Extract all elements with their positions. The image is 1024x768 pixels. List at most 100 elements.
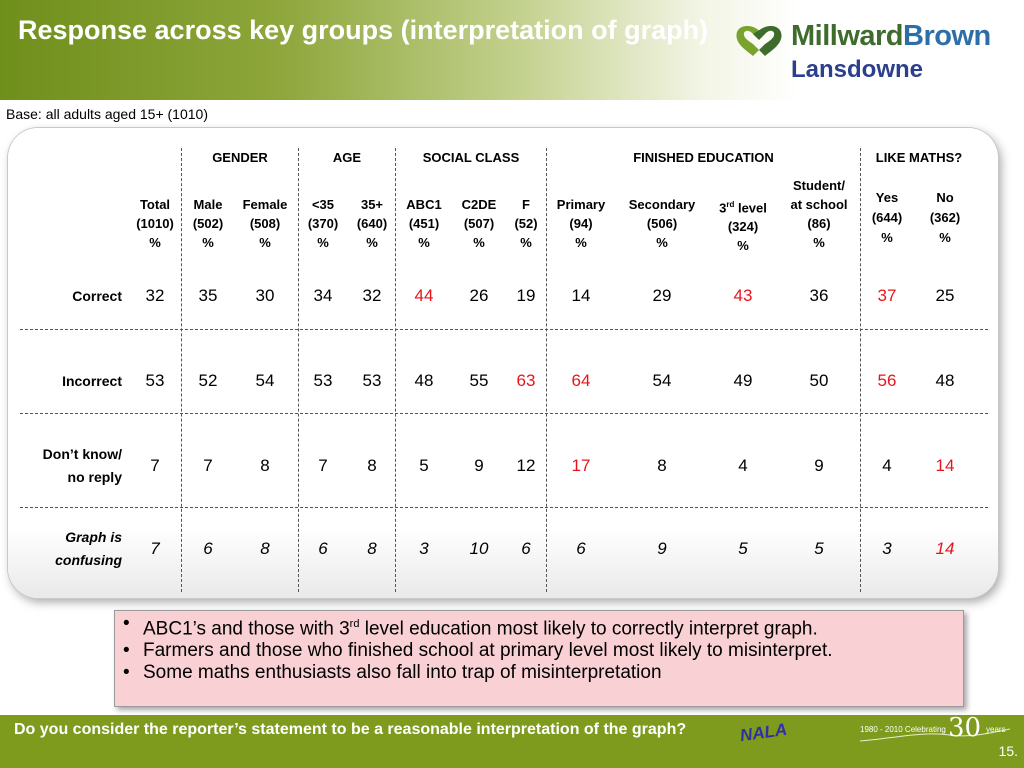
nala-logo: NALA — [738, 719, 789, 746]
table-cell: 30 — [255, 286, 275, 305]
group-header-social-class: SOCIAL CLASS — [422, 150, 520, 165]
table-cell: 48 — [935, 371, 955, 390]
column-header-3rd-level: 3rd level (324)% — [719, 200, 767, 254]
divider-education — [860, 148, 861, 592]
table-cell: 19 — [516, 286, 536, 305]
group-header-like-maths: LIKE MATHS? — [875, 150, 963, 165]
table-cell: 32 — [362, 286, 382, 305]
key-findings-callout: • ABC1’s and those with 3rd level educati… — [114, 610, 964, 707]
results-table-panel — [8, 128, 998, 598]
table-cell: 6 — [521, 539, 531, 558]
table-cell: 56 — [877, 371, 897, 390]
column-header-primary: Primary (94)% — [556, 197, 606, 250]
row-divider-3 — [20, 507, 988, 508]
table-cell: 29 — [652, 286, 672, 305]
group-header-age: AGE — [332, 150, 362, 165]
table-cell: 9 — [814, 456, 824, 475]
row-divider-1 — [20, 329, 988, 330]
table-cell: 3 — [419, 539, 429, 558]
table-cell: 34 — [313, 286, 333, 305]
table-cell: 44 — [414, 286, 434, 305]
table-cell: 7 — [150, 456, 160, 475]
slide-title: Response across key groups (interpretati… — [18, 15, 709, 45]
table-cell: 3 — [882, 539, 892, 558]
header-gradient-bar — [0, 0, 800, 100]
table-cell: 8 — [657, 456, 667, 475]
group-header-education: FINISHED EDUCATION — [633, 150, 774, 165]
footer-question: Do you consider the reporter’s statement… — [14, 721, 687, 738]
slide-header: Response across key groups (interpretati… — [0, 0, 1024, 100]
table-cell: 6 — [576, 539, 586, 558]
table-cell: 64 — [571, 371, 591, 390]
table-cell: 7 — [150, 539, 160, 558]
table-cell: 52 — [198, 371, 218, 390]
celebration-text: 1980 - 2010 Celebrating — [860, 725, 946, 734]
millward-brown-logo: MillwardBrown Lansdowne — [733, 14, 1018, 84]
table-cell: 8 — [260, 456, 270, 475]
divider-total — [181, 148, 182, 592]
table-cell: 53 — [145, 371, 165, 390]
table-cell: 63 — [516, 371, 536, 390]
table-cell: 32 — [145, 286, 165, 305]
table-cell: 49 — [733, 371, 753, 390]
table-cell: 4 — [882, 456, 892, 475]
column-header-35-plus: 35+ (640)% — [356, 197, 388, 250]
divider-gender — [298, 148, 299, 592]
base-note: Base: all adults aged 15+ (1010) — [6, 106, 208, 122]
table-cell: 50 — [809, 371, 829, 390]
table-cell: 9 — [657, 539, 667, 558]
logo-wordmark: MillwardBrown — [791, 20, 991, 52]
column-header-abc1: ABC1 (451)% — [406, 197, 442, 250]
table-cell: 8 — [260, 539, 270, 558]
table-cell: 48 — [414, 371, 434, 390]
column-header-female: Female (508)% — [242, 197, 288, 250]
column-header-male: Male (502)% — [192, 197, 224, 250]
group-header-gender: GENDER — [212, 150, 268, 165]
row-label-dont-know: Don’t know/no reply — [42, 446, 122, 485]
table-cell: 14 — [935, 456, 955, 475]
table-cell: 37 — [877, 286, 897, 305]
celebration-years: years — [986, 725, 1006, 734]
table-cell: 53 — [313, 371, 333, 390]
page-number: 15. — [998, 743, 1018, 759]
finding-1: • ABC1’s and those with 3rd level educati… — [123, 613, 818, 640]
table-cell: 26 — [469, 286, 489, 305]
table-cell: 9 — [474, 456, 484, 475]
finding-3: • Some maths enthusiasts also fall into t… — [123, 662, 662, 684]
table-cell: 36 — [809, 286, 829, 305]
heart-logo-icon — [736, 26, 782, 56]
column-header-under-35: <35 (370)% — [307, 197, 339, 250]
row-label-graph-confusing: Graph is confusing — [55, 529, 122, 568]
divider-age — [395, 148, 396, 592]
table-cell: 43 — [733, 286, 753, 305]
divider-social-class — [546, 148, 547, 592]
table-cell: 25 — [935, 286, 955, 305]
finding-2: • Farmers and those who finished school a… — [123, 640, 833, 662]
table-cell: 53 — [362, 371, 382, 390]
table-cell: 35 — [198, 286, 218, 305]
table-cell: 17 — [571, 456, 591, 475]
logo-subtitle: Lansdowne — [791, 56, 924, 83]
column-header-student: Student/at school (86)% — [790, 178, 848, 250]
column-header-yes: Yes (644)% — [871, 190, 903, 245]
table-cell: 54 — [652, 371, 672, 390]
row-divider-2 — [20, 413, 988, 414]
table-cell: 14 — [571, 286, 591, 305]
table-cell: 5 — [738, 539, 748, 558]
table-cell: 12 — [516, 456, 536, 475]
column-header-c2de: C2DE (507)% — [461, 197, 497, 250]
table-cell: 10 — [469, 539, 489, 558]
table-cell: 4 — [738, 456, 748, 475]
celebration-swoosh-icon — [860, 728, 1010, 742]
column-header-secondary: Secondary (506)% — [628, 197, 696, 250]
table-cell: 5 — [419, 456, 429, 475]
table-cell: 55 — [469, 371, 489, 390]
celebration-30: 30 — [948, 713, 982, 743]
table-cell: 6 — [203, 539, 213, 558]
table-cell: 8 — [367, 456, 377, 475]
column-header-no: No (362)% — [929, 190, 961, 245]
table-cell: 6 — [318, 539, 328, 558]
column-header-f: F (52)% — [514, 197, 538, 250]
column-header-total: Total (1010)% — [136, 197, 174, 250]
table-cell: 7 — [318, 456, 328, 475]
